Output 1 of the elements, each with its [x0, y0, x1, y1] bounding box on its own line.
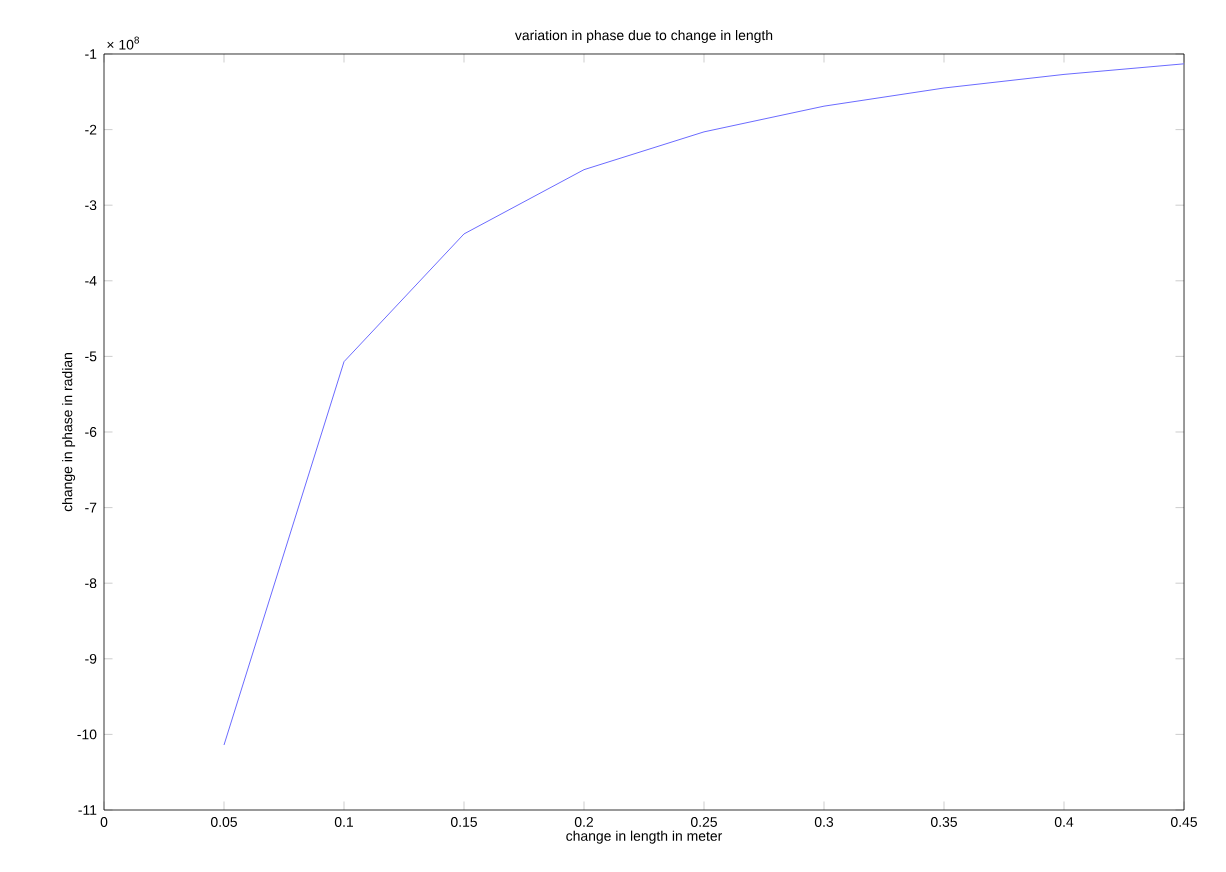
line-series [223, 63, 1185, 746]
